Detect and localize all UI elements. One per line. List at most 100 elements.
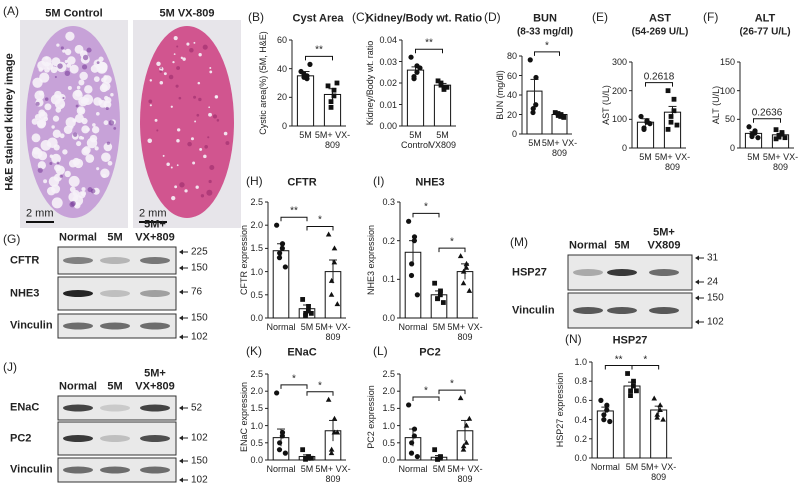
y-tick-label: 2.5 — [382, 368, 395, 379]
cyst — [74, 44, 84, 54]
marker-label: 150 — [191, 262, 208, 274]
cyst — [95, 111, 100, 116]
stain-spot — [108, 120, 115, 126]
data-point — [331, 87, 337, 93]
cyst — [36, 119, 46, 129]
panel-label: (B) — [248, 10, 264, 25]
stain-spot — [193, 95, 197, 99]
stain-spot — [207, 136, 210, 139]
y-tick-label: 1.0 — [250, 266, 263, 277]
y-tick-label: 1.5 — [382, 403, 395, 414]
data-point — [665, 126, 671, 132]
stain-spot — [212, 114, 218, 119]
stain-spot — [189, 47, 194, 53]
stain-spot — [148, 99, 153, 104]
data-point — [328, 450, 335, 456]
data-point — [651, 395, 658, 401]
cyst — [39, 72, 50, 83]
y-tick-label: 0.2 — [574, 433, 587, 444]
marker-label: 52 — [191, 402, 203, 414]
marker-arrowhead — [179, 435, 183, 441]
chart-title: ENaC — [287, 346, 317, 359]
x-tick-label: 5M+ VX-809 — [315, 322, 351, 343]
speck — [195, 185, 199, 189]
stain-spot — [90, 188, 96, 194]
data-point — [300, 447, 306, 453]
stain-spot — [187, 141, 192, 147]
panel-label: (K) — [246, 344, 262, 359]
data-point — [276, 447, 283, 453]
data-point — [647, 121, 653, 127]
cyst — [64, 170, 71, 178]
marker-label: 102 — [191, 331, 208, 343]
data-point — [755, 135, 761, 141]
data-point — [440, 300, 446, 305]
data-point — [558, 114, 564, 119]
significance-bracket — [645, 82, 673, 87]
cyst — [38, 90, 44, 96]
y-tick-label: 0.4 — [574, 414, 587, 425]
data-point — [334, 429, 341, 435]
data-point — [305, 308, 311, 314]
marker-label: 150 — [707, 292, 724, 304]
cyst — [76, 85, 81, 90]
x-tick-label: 5M — [625, 462, 639, 472]
speck — [193, 41, 196, 44]
significance-bracket — [306, 391, 334, 396]
data-point — [460, 446, 467, 452]
cyst — [59, 133, 65, 139]
cyst — [51, 125, 55, 129]
cyst — [100, 168, 110, 178]
data-point — [411, 238, 417, 244]
data-point — [746, 124, 752, 130]
speck — [199, 147, 203, 151]
data-point — [409, 440, 415, 446]
data-point — [432, 280, 438, 286]
data-point — [414, 69, 420, 75]
y-tick-label: 1.5 — [250, 243, 263, 254]
cyst — [81, 117, 88, 125]
speck — [170, 166, 173, 169]
cyst — [56, 43, 60, 47]
cyst — [54, 164, 62, 172]
data-point — [438, 80, 444, 86]
data-point — [607, 418, 613, 425]
data-point — [463, 439, 470, 445]
scale-label: 2 mm — [26, 207, 54, 220]
blot-band — [63, 257, 93, 264]
data-point — [282, 450, 288, 456]
speck — [186, 42, 190, 46]
y-tick-label: 0 — [511, 128, 517, 139]
y-tick-label: 80 — [506, 50, 517, 61]
cyst — [60, 104, 64, 108]
marker-label: 102 — [707, 316, 724, 328]
speck — [182, 57, 186, 61]
stain-spot — [159, 70, 163, 73]
significance-label: * — [424, 201, 428, 213]
cyst — [103, 120, 109, 126]
cyst — [86, 137, 98, 149]
cyst — [81, 125, 90, 134]
speck — [166, 162, 170, 167]
x-tick-label: Normal — [398, 322, 428, 332]
cyst — [84, 85, 93, 94]
side-label: H&E stained kidney image — [3, 53, 16, 191]
y-tick-label: 60 — [506, 70, 517, 81]
data-point — [773, 127, 779, 133]
cyst — [43, 179, 48, 184]
x-tick-label: 5M+ VX-809 — [314, 130, 351, 151]
data-point — [438, 288, 443, 294]
y-tick-label: 0.3 — [382, 196, 395, 207]
speck — [177, 128, 181, 132]
cyst — [46, 142, 52, 147]
significance-bracket — [438, 247, 466, 253]
speck — [173, 53, 176, 55]
blot-band — [607, 307, 637, 314]
y-tick-label: 0 — [729, 142, 735, 153]
scale-label: 2 mm — [139, 207, 167, 220]
y-tick-label: 0.5 — [250, 289, 263, 300]
cyst — [62, 149, 68, 155]
marker-arrowhead — [695, 295, 699, 301]
data-point — [634, 388, 639, 394]
data-point — [457, 395, 464, 401]
